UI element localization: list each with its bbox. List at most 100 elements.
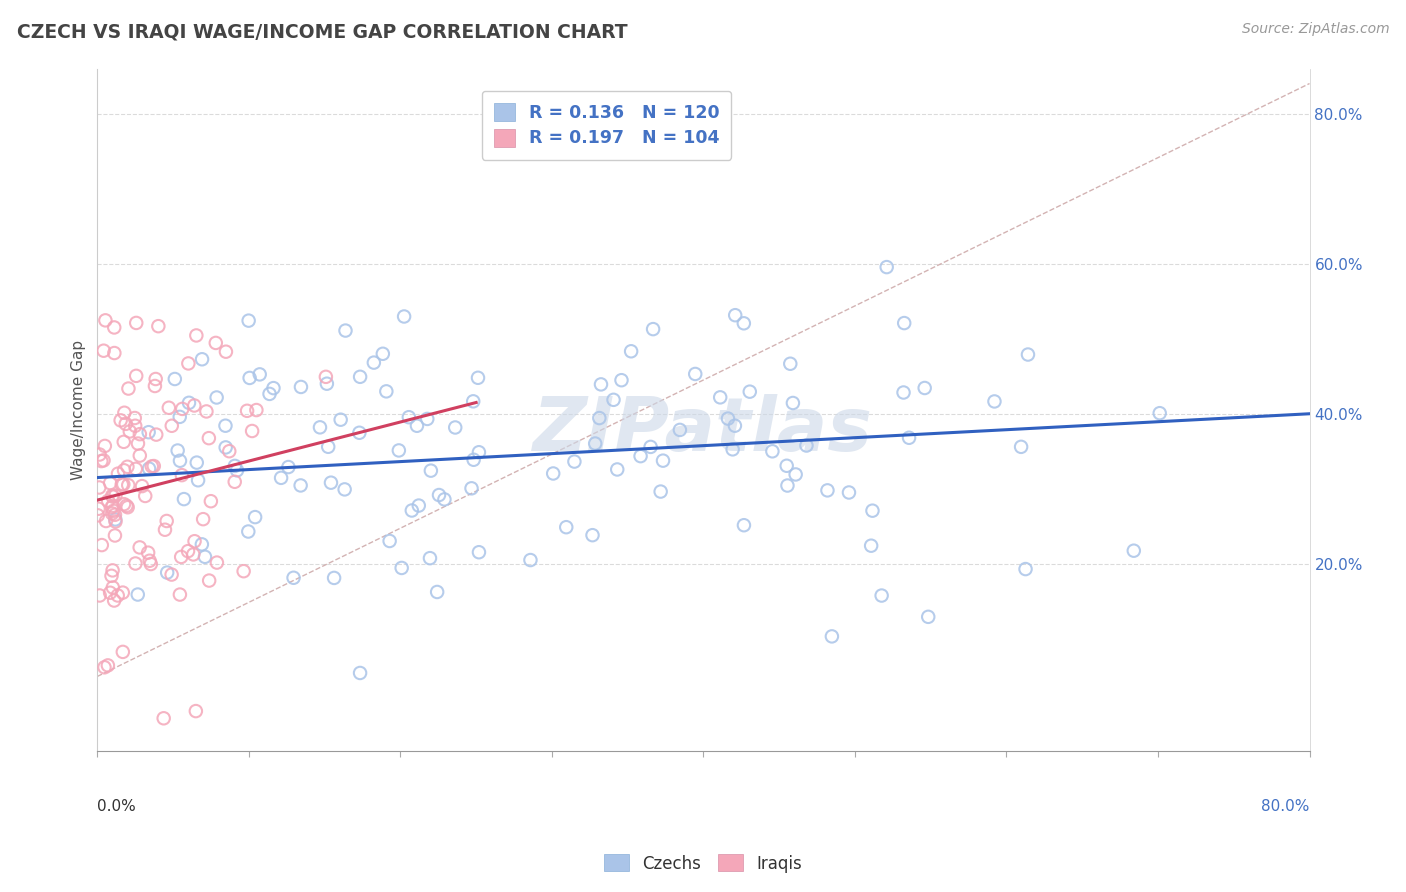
Point	[104, 512, 127, 526]
Point	[94, 439, 117, 453]
Point	[323, 571, 346, 585]
Point	[89, 589, 111, 603]
Point	[138, 554, 160, 568]
Point	[136, 546, 159, 560]
Point	[195, 404, 218, 418]
Point	[93, 343, 115, 358]
Point	[152, 711, 174, 725]
Point	[245, 403, 267, 417]
Point	[463, 452, 485, 467]
Point	[183, 399, 205, 413]
Point	[186, 456, 208, 470]
Point	[270, 471, 292, 485]
Point	[169, 454, 191, 468]
Point	[416, 412, 439, 426]
Point	[134, 489, 156, 503]
Point	[112, 463, 135, 477]
Point	[349, 425, 371, 440]
Point	[467, 371, 489, 385]
Point	[406, 418, 429, 433]
Point	[101, 563, 124, 577]
Point	[103, 346, 125, 360]
Point	[914, 381, 936, 395]
Point	[170, 468, 193, 483]
Point	[112, 434, 135, 449]
Point	[433, 492, 456, 507]
Point	[426, 585, 449, 599]
Point	[724, 418, 747, 433]
Point	[143, 379, 166, 393]
Point	[100, 500, 122, 515]
Point	[103, 320, 125, 334]
Point	[460, 481, 482, 495]
Point	[125, 316, 148, 330]
Point	[101, 507, 124, 521]
Point	[581, 528, 603, 542]
Point	[870, 589, 893, 603]
Point	[236, 404, 259, 418]
Point	[683, 367, 706, 381]
Point	[602, 392, 624, 407]
Point	[186, 328, 208, 343]
Point	[652, 453, 675, 467]
Point	[198, 431, 221, 445]
Point	[709, 390, 731, 404]
Point	[103, 593, 125, 607]
Point	[124, 557, 146, 571]
Text: ZIPatlas: ZIPatlas	[533, 394, 873, 467]
Point	[128, 449, 150, 463]
Point	[107, 467, 129, 481]
Point	[860, 539, 883, 553]
Point	[205, 556, 228, 570]
Point	[724, 308, 747, 322]
Point	[156, 566, 179, 580]
Point	[259, 387, 281, 401]
Point	[215, 441, 238, 455]
Point	[335, 324, 357, 338]
Point	[90, 454, 112, 468]
Point	[163, 372, 186, 386]
Point	[893, 385, 915, 400]
Point	[98, 476, 121, 491]
Point	[1014, 562, 1036, 576]
Point	[721, 442, 744, 457]
Point	[145, 427, 167, 442]
Point	[419, 551, 441, 566]
Point	[145, 372, 167, 386]
Point	[1017, 347, 1039, 361]
Point	[315, 369, 337, 384]
Point	[141, 459, 163, 474]
Point	[87, 508, 110, 523]
Point	[127, 588, 149, 602]
Point	[378, 533, 401, 548]
Point	[917, 610, 939, 624]
Point	[111, 585, 134, 599]
Point	[89, 481, 111, 495]
Point	[776, 458, 799, 473]
Point	[98, 586, 121, 600]
Point	[125, 462, 148, 476]
Point	[183, 534, 205, 549]
Point	[363, 356, 385, 370]
Point	[111, 645, 134, 659]
Point	[640, 440, 662, 454]
Point	[177, 396, 200, 410]
Point	[583, 436, 606, 450]
Point	[893, 316, 915, 330]
Point	[401, 503, 423, 517]
Point	[104, 528, 127, 542]
Point	[124, 411, 146, 425]
Point	[187, 473, 209, 487]
Text: 80.0%: 80.0%	[1261, 799, 1309, 814]
Point	[101, 581, 124, 595]
Point	[444, 420, 467, 434]
Point	[131, 479, 153, 493]
Point	[610, 373, 633, 387]
Point	[419, 464, 441, 478]
Point	[349, 665, 371, 680]
Point	[564, 454, 586, 468]
Point	[101, 489, 124, 503]
Point	[463, 394, 485, 409]
Point	[100, 569, 122, 583]
Point	[388, 443, 411, 458]
